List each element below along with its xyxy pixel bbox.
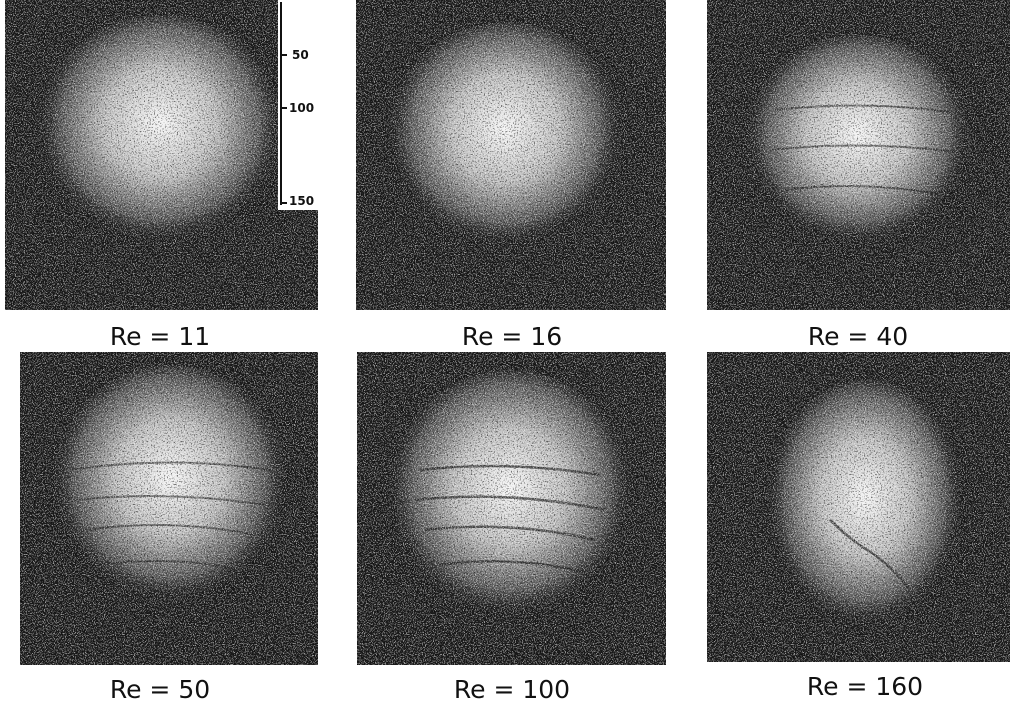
image-noise [357,352,666,665]
image-noise [707,352,1010,662]
image-noise [5,0,318,310]
panel: Re = 100 [357,352,666,704]
panel-label: Re = 160 [807,672,923,701]
panel: Re = 16 [356,0,666,351]
panel: Re = 50 [20,352,318,704]
panel-label: Re = 11 [110,322,210,351]
scale-label: 150 [289,194,314,208]
figure: 50 100 150 Re = 11 Re = 16 Re = 40 Re = … [0,0,1013,705]
panel-label: Re = 40 [808,322,908,351]
image-noise [356,0,666,310]
scale-label: 50 [292,48,309,62]
scale-label: 100 [289,101,314,115]
image-noise [707,0,1010,310]
panel-label: Re = 50 [110,675,210,704]
panel-label: Re = 16 [462,322,562,351]
panel: 50 100 150 Re = 11 [5,0,318,351]
page: 50 100 150 Re = 11 Re = 16 Re = 40 Re = … [0,0,1013,705]
panel: Re = 40 [707,0,1010,351]
panel-label: Re = 100 [454,675,570,704]
image-noise [20,352,318,665]
panel: Re = 160 [707,352,1010,701]
